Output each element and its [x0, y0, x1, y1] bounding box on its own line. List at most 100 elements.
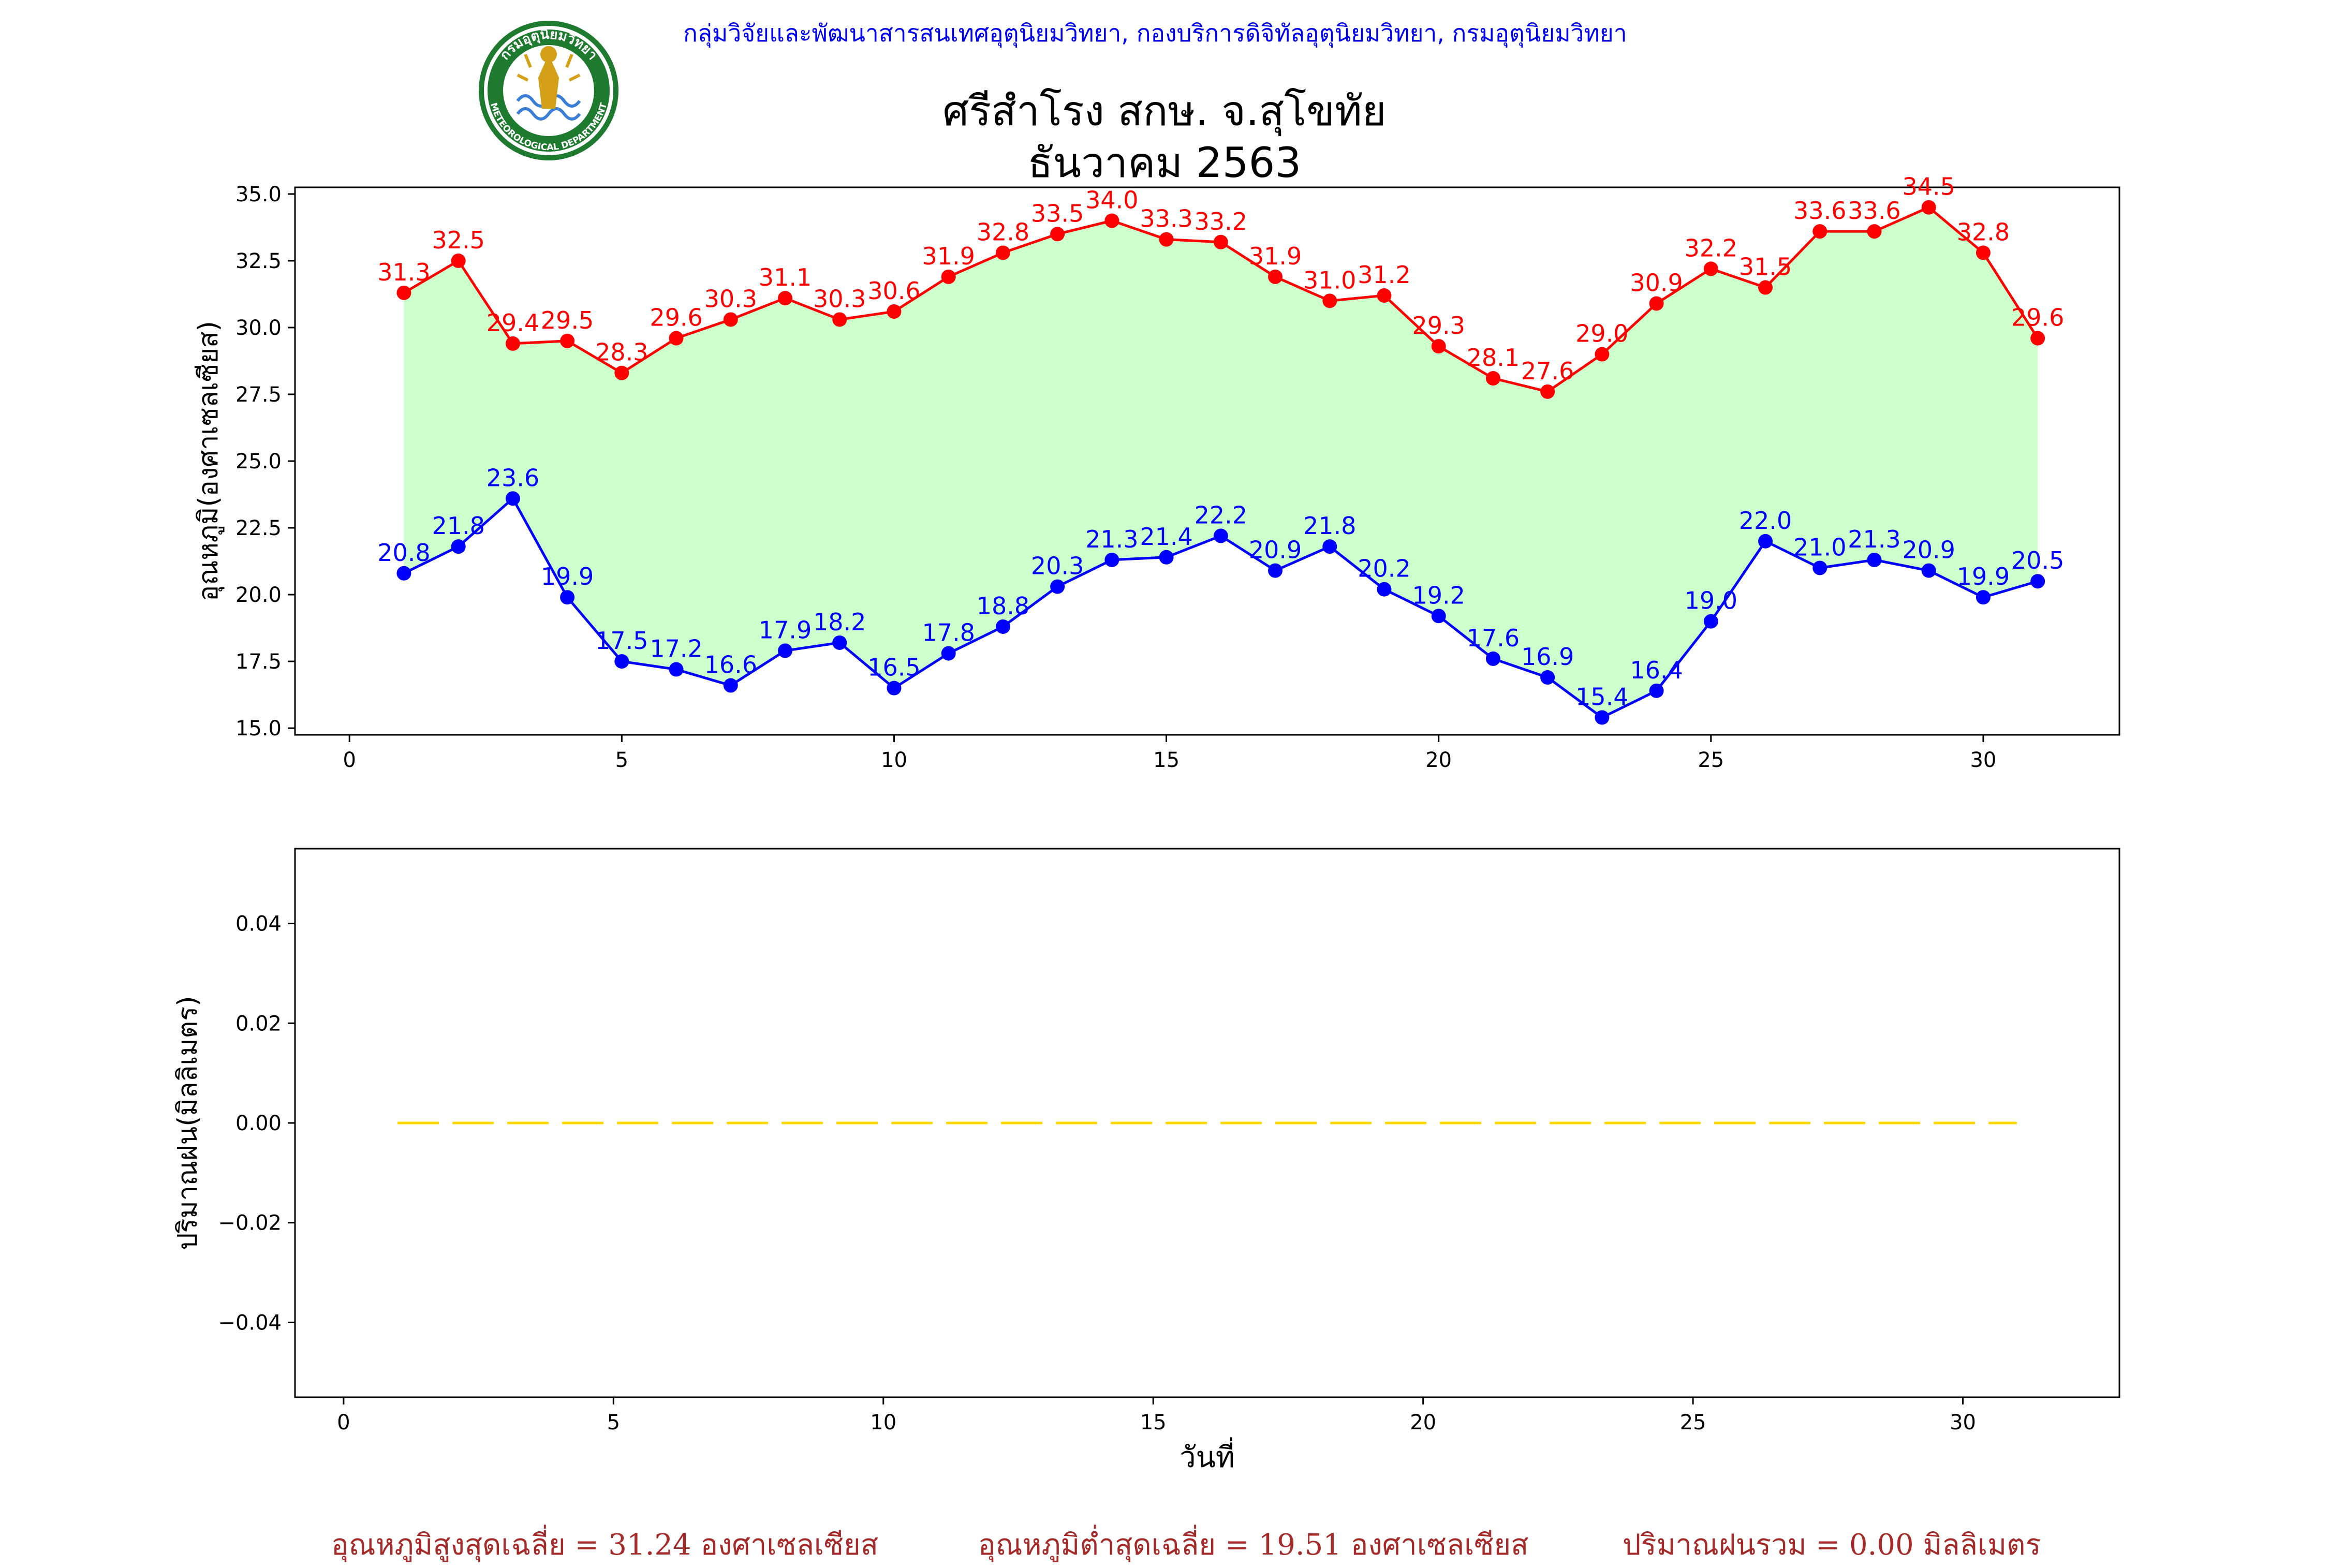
- min-temp-point: [2030, 574, 2045, 589]
- min-temp-point: [1595, 710, 1610, 725]
- temp-x-tick-label: 25: [1698, 748, 1724, 772]
- min-temp-data-label: 16.9: [1521, 643, 1574, 671]
- min-temp-data-label: 17.5: [595, 627, 648, 655]
- temp-x-tick-label: 20: [1425, 748, 1452, 772]
- max-temp-point: [832, 312, 847, 327]
- max-temp-data-label: 32.8: [1957, 218, 2010, 246]
- max-temp-point: [669, 331, 684, 346]
- min-temp-data-label: 16.6: [704, 651, 757, 679]
- temp-x-tick-label: 5: [615, 748, 628, 772]
- temp-x-tick-label: 10: [881, 748, 907, 772]
- min-temp-point: [396, 566, 411, 581]
- avg-max-temp-summary: อุณหภูมิสูงสุดเฉลี่ย = 31.24 องศาเซลเซีย…: [331, 1528, 879, 1562]
- max-temp-point: [2030, 331, 2045, 346]
- min-temp-data-label: 21.4: [1140, 523, 1192, 551]
- max-temp-point: [1867, 224, 1882, 239]
- temp-y-axis-label: อุณหภูมิ(องศาเซลเซียส): [193, 321, 225, 601]
- max-temp-data-label: 30.3: [813, 285, 866, 313]
- min-temp-data-label: 18.2: [813, 608, 866, 636]
- max-temp-point: [1703, 261, 1718, 276]
- temp-x-tick-label: 0: [343, 748, 356, 772]
- max-temp-point: [1322, 293, 1337, 308]
- temp-y-tick-label: 30.0: [235, 316, 282, 340]
- max-temp-point: [396, 285, 411, 300]
- max-temp-data-label: 29.3: [1412, 312, 1465, 339]
- max-temp-data-label: 28.1: [1467, 344, 1520, 372]
- max-temp-data-label: 29.4: [487, 309, 539, 337]
- min-temp-point: [995, 619, 1010, 634]
- min-temp-data-label: 17.9: [759, 616, 812, 644]
- chart-title-station: ศรีสำโรง สกษ. จ.สุโขทัย: [942, 87, 1387, 135]
- max-temp-point: [887, 304, 902, 319]
- meteorological-department-logo: กรมอุตุนิยมวิทยา METEOROLOGICAL DEPARTME…: [479, 21, 618, 160]
- min-temp-data-label: 21.8: [432, 512, 484, 540]
- min-temp-data-label: 21.0: [1793, 533, 1846, 561]
- min-temp-point: [1812, 560, 1827, 575]
- min-temp-data-label: 20.2: [1358, 555, 1410, 583]
- rain-y-tick-label: 0.00: [235, 1112, 282, 1135]
- temp-y-tick-label: 15.0: [235, 717, 282, 741]
- max-temp-point: [1758, 280, 1773, 295]
- max-temp-point: [1540, 384, 1555, 399]
- max-temp-point: [941, 269, 956, 284]
- rain-y-tick-label: −0.04: [218, 1311, 282, 1335]
- min-temp-point: [1104, 552, 1119, 567]
- min-temp-point: [1649, 683, 1664, 698]
- min-temp-point: [1268, 563, 1283, 578]
- chart-title-month: ธันวาคม 2563: [1027, 139, 1302, 187]
- temp-y-tick-label: 20.0: [235, 583, 282, 607]
- min-temp-point: [1159, 550, 1174, 565]
- temperature-range-fill: [404, 207, 2038, 718]
- min-temp-data-label: 21.3: [1848, 525, 1900, 553]
- max-temp-data-label: 33.6: [1848, 197, 1900, 225]
- min-temp-point: [1431, 609, 1446, 624]
- min-temp-point: [1485, 651, 1500, 666]
- min-temp-data-label: 20.9: [1249, 536, 1302, 564]
- max-temp-point: [1431, 339, 1446, 354]
- temp-x-tick-label: 30: [1970, 748, 1996, 772]
- max-temp-data-label: 31.2: [1358, 261, 1410, 289]
- rain-x-tick-label: 25: [1680, 1411, 1706, 1434]
- min-temp-point: [778, 643, 793, 658]
- max-temp-point: [1485, 371, 1500, 386]
- min-temp-data-label: 17.2: [650, 635, 702, 663]
- rain-y-tick-label: −0.02: [218, 1211, 282, 1235]
- max-temp-point: [1377, 288, 1392, 303]
- rain-y-tick-label: 0.04: [235, 912, 282, 936]
- min-temp-point: [887, 681, 902, 696]
- min-temp-point: [1322, 539, 1337, 554]
- min-temp-data-label: 20.3: [1031, 552, 1084, 580]
- max-temp-data-label: 32.2: [1685, 234, 1737, 262]
- rain-x-tick-label: 20: [1410, 1411, 1436, 1434]
- min-temp-point: [723, 678, 738, 693]
- max-temp-data-label: 31.9: [922, 242, 975, 270]
- rain-x-tick-label: 30: [1950, 1411, 1976, 1434]
- footer-summary: อุณหภูมิสูงสุดเฉลี่ย = 31.24 องศาเซลเซีย…: [0, 1521, 2329, 1568]
- max-temp-point: [1976, 245, 1991, 260]
- max-temp-data-label: 30.6: [867, 277, 920, 305]
- max-temp-point: [723, 312, 738, 327]
- max-temp-data-label: 33.6: [1793, 197, 1846, 225]
- min-temp-data-label: 21.3: [1085, 525, 1138, 553]
- max-temp-data-label: 31.5: [1739, 253, 1792, 281]
- min-temp-data-label: 18.8: [977, 592, 1029, 620]
- min-temp-data-label: 17.8: [922, 619, 975, 647]
- min-temp-point: [451, 539, 466, 554]
- max-temp-data-label: 32.8: [977, 218, 1029, 246]
- header-credit: กลุ่มวิจัยและพัฒนาสารสนเทศอุตุนิยมวิทยา,…: [683, 19, 1627, 47]
- rain-plot-frame: [294, 848, 2120, 1398]
- min-temp-data-label: 21.8: [1303, 512, 1356, 540]
- min-temp-data-label: 20.9: [1903, 536, 1955, 564]
- max-temp-point: [1050, 227, 1065, 242]
- min-temp-point: [941, 646, 956, 661]
- min-temp-point: [1758, 534, 1773, 549]
- min-temp-data-label: 22.0: [1739, 507, 1792, 535]
- max-temp-data-label: 34.5: [1903, 173, 1955, 201]
- temp-y-tick-label: 17.5: [235, 650, 282, 674]
- max-temp-data-label: 31.3: [377, 258, 430, 286]
- min-temp-data-label: 19.0: [1685, 587, 1737, 615]
- min-temp-point: [560, 590, 575, 605]
- temperature-panel: 0 5 10 15 20 25 30 15.0 17.5 20.0 22.5 25.0 27.5 30.0…: [193, 173, 2120, 772]
- max-temp-data-label: 29.0: [1575, 320, 1628, 348]
- max-temp-point: [614, 365, 629, 380]
